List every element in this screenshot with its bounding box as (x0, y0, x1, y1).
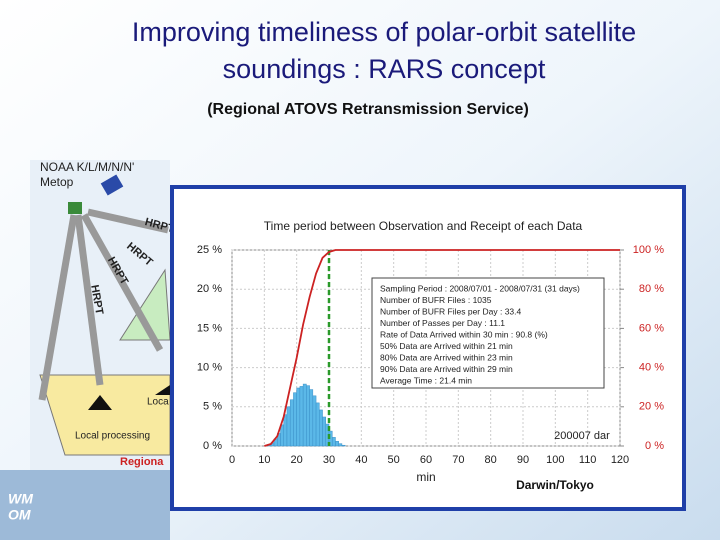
x-tick-label: 110 (579, 454, 597, 466)
info-line: Number of Passes per Day : 11.1 (380, 318, 505, 328)
slide-title: soundings : RARS concept (223, 54, 546, 84)
histogram-bar (289, 399, 294, 447)
slide-title: Improving timeliness of polar-orbit sate… (132, 17, 636, 47)
diagram-label: Loca (147, 397, 169, 408)
region-shape (119, 268, 171, 341)
antenna-icon (155, 385, 170, 395)
x-tick-label: 50 (388, 454, 400, 466)
x-tick-label: 30 (323, 454, 335, 466)
cumulative-line (264, 249, 620, 447)
x-tick-label: 120 (611, 454, 629, 466)
station-label: Darwin/Tokyo (516, 478, 594, 492)
x-tick-label: 0 (229, 454, 235, 466)
diagram: NOAA K/L/M/N/N' Metop HRPT HRPT HRPT HRP… (30, 160, 176, 470)
histogram-bar (286, 406, 291, 447)
info-line: 50% Data are Arrived within 21 min (380, 341, 513, 351)
histogram-bar (312, 395, 317, 447)
x-tick-label: 40 (355, 454, 367, 466)
info-line: Number of BUFR Files per Day : 33.4 (380, 306, 522, 316)
info-line: Average Time : 21.4 min (380, 375, 472, 385)
logo-text: WM (8, 491, 33, 507)
histogram-bar (293, 392, 297, 447)
histogram-bar (306, 385, 310, 447)
y2-tick-label: 80 % (639, 283, 664, 295)
y2-tick-label: 20 % (639, 401, 664, 413)
diagram-label: NOAA K/L/M/N/N' (40, 160, 134, 174)
diagram-label: Local processing (75, 431, 150, 442)
info-line: Rate of Data Arrived within 30 min : 90.… (380, 329, 548, 339)
satellite-icon (100, 174, 124, 196)
chart-title: Time period between Observation and Rece… (264, 219, 583, 233)
histogram-bar (299, 386, 304, 447)
logo-band (0, 470, 170, 540)
histogram-bar (302, 383, 307, 447)
y-tick-label: 0 % (203, 440, 222, 452)
histogram-bar (283, 414, 288, 447)
info-line: 80% Data are Arrived within 23 min (380, 352, 513, 362)
y-tick-label: 5 % (203, 401, 222, 413)
x-tick-label: 60 (420, 454, 432, 466)
y2-tick-label: 0 % (645, 440, 664, 452)
diagram-label: Regiona (120, 456, 164, 468)
info-line: 90% Data are Arrived within 29 min (380, 364, 513, 374)
y2-tick-label: 60 % (639, 322, 664, 334)
x-tick-label: 20 (291, 454, 303, 466)
y-tick-label: 25 % (197, 244, 222, 256)
info-line: Sampling Period : 2008/07/01 - 2008/07/3… (380, 283, 580, 293)
histogram-bar (331, 437, 336, 447)
histogram-bar (341, 444, 346, 447)
histogram-bar (319, 409, 323, 447)
x-axis-label: min (416, 470, 435, 484)
histogram-bar (338, 443, 343, 447)
histogram-bar (309, 389, 314, 447)
antenna-icon (88, 395, 112, 410)
slide-subtitle: (Regional ATOVS Retransmission Service) (207, 101, 529, 118)
satellite-icon (68, 202, 82, 214)
corner-label: 200007 dar (554, 430, 610, 442)
histogram-bar (315, 402, 320, 447)
x-tick-label: 100 (546, 454, 564, 466)
histogram-bar (322, 416, 327, 447)
y2-tick-label: 40 % (639, 362, 664, 374)
link-label: HRPT (88, 284, 105, 316)
logo-text: OM (8, 507, 31, 523)
y-tick-label: 15 % (197, 322, 222, 334)
y-tick-label: 20 % (197, 283, 222, 295)
x-tick-label: 10 (258, 454, 270, 466)
histogram-bar (296, 387, 301, 447)
x-tick-label: 70 (452, 454, 464, 466)
link-arrows (38, 208, 169, 401)
y-tick-label: 10 % (197, 362, 222, 374)
info-line: Number of BUFR Files : 1035 (380, 295, 492, 305)
x-tick-label: 90 (517, 454, 529, 466)
x-tick-label: 80 (485, 454, 497, 466)
diagram-label: Metop (40, 175, 74, 189)
histogram-bar (335, 441, 339, 447)
y2-tick-label: 100 % (633, 244, 664, 256)
histogram-bar (280, 424, 284, 447)
info-box (371, 277, 605, 389)
